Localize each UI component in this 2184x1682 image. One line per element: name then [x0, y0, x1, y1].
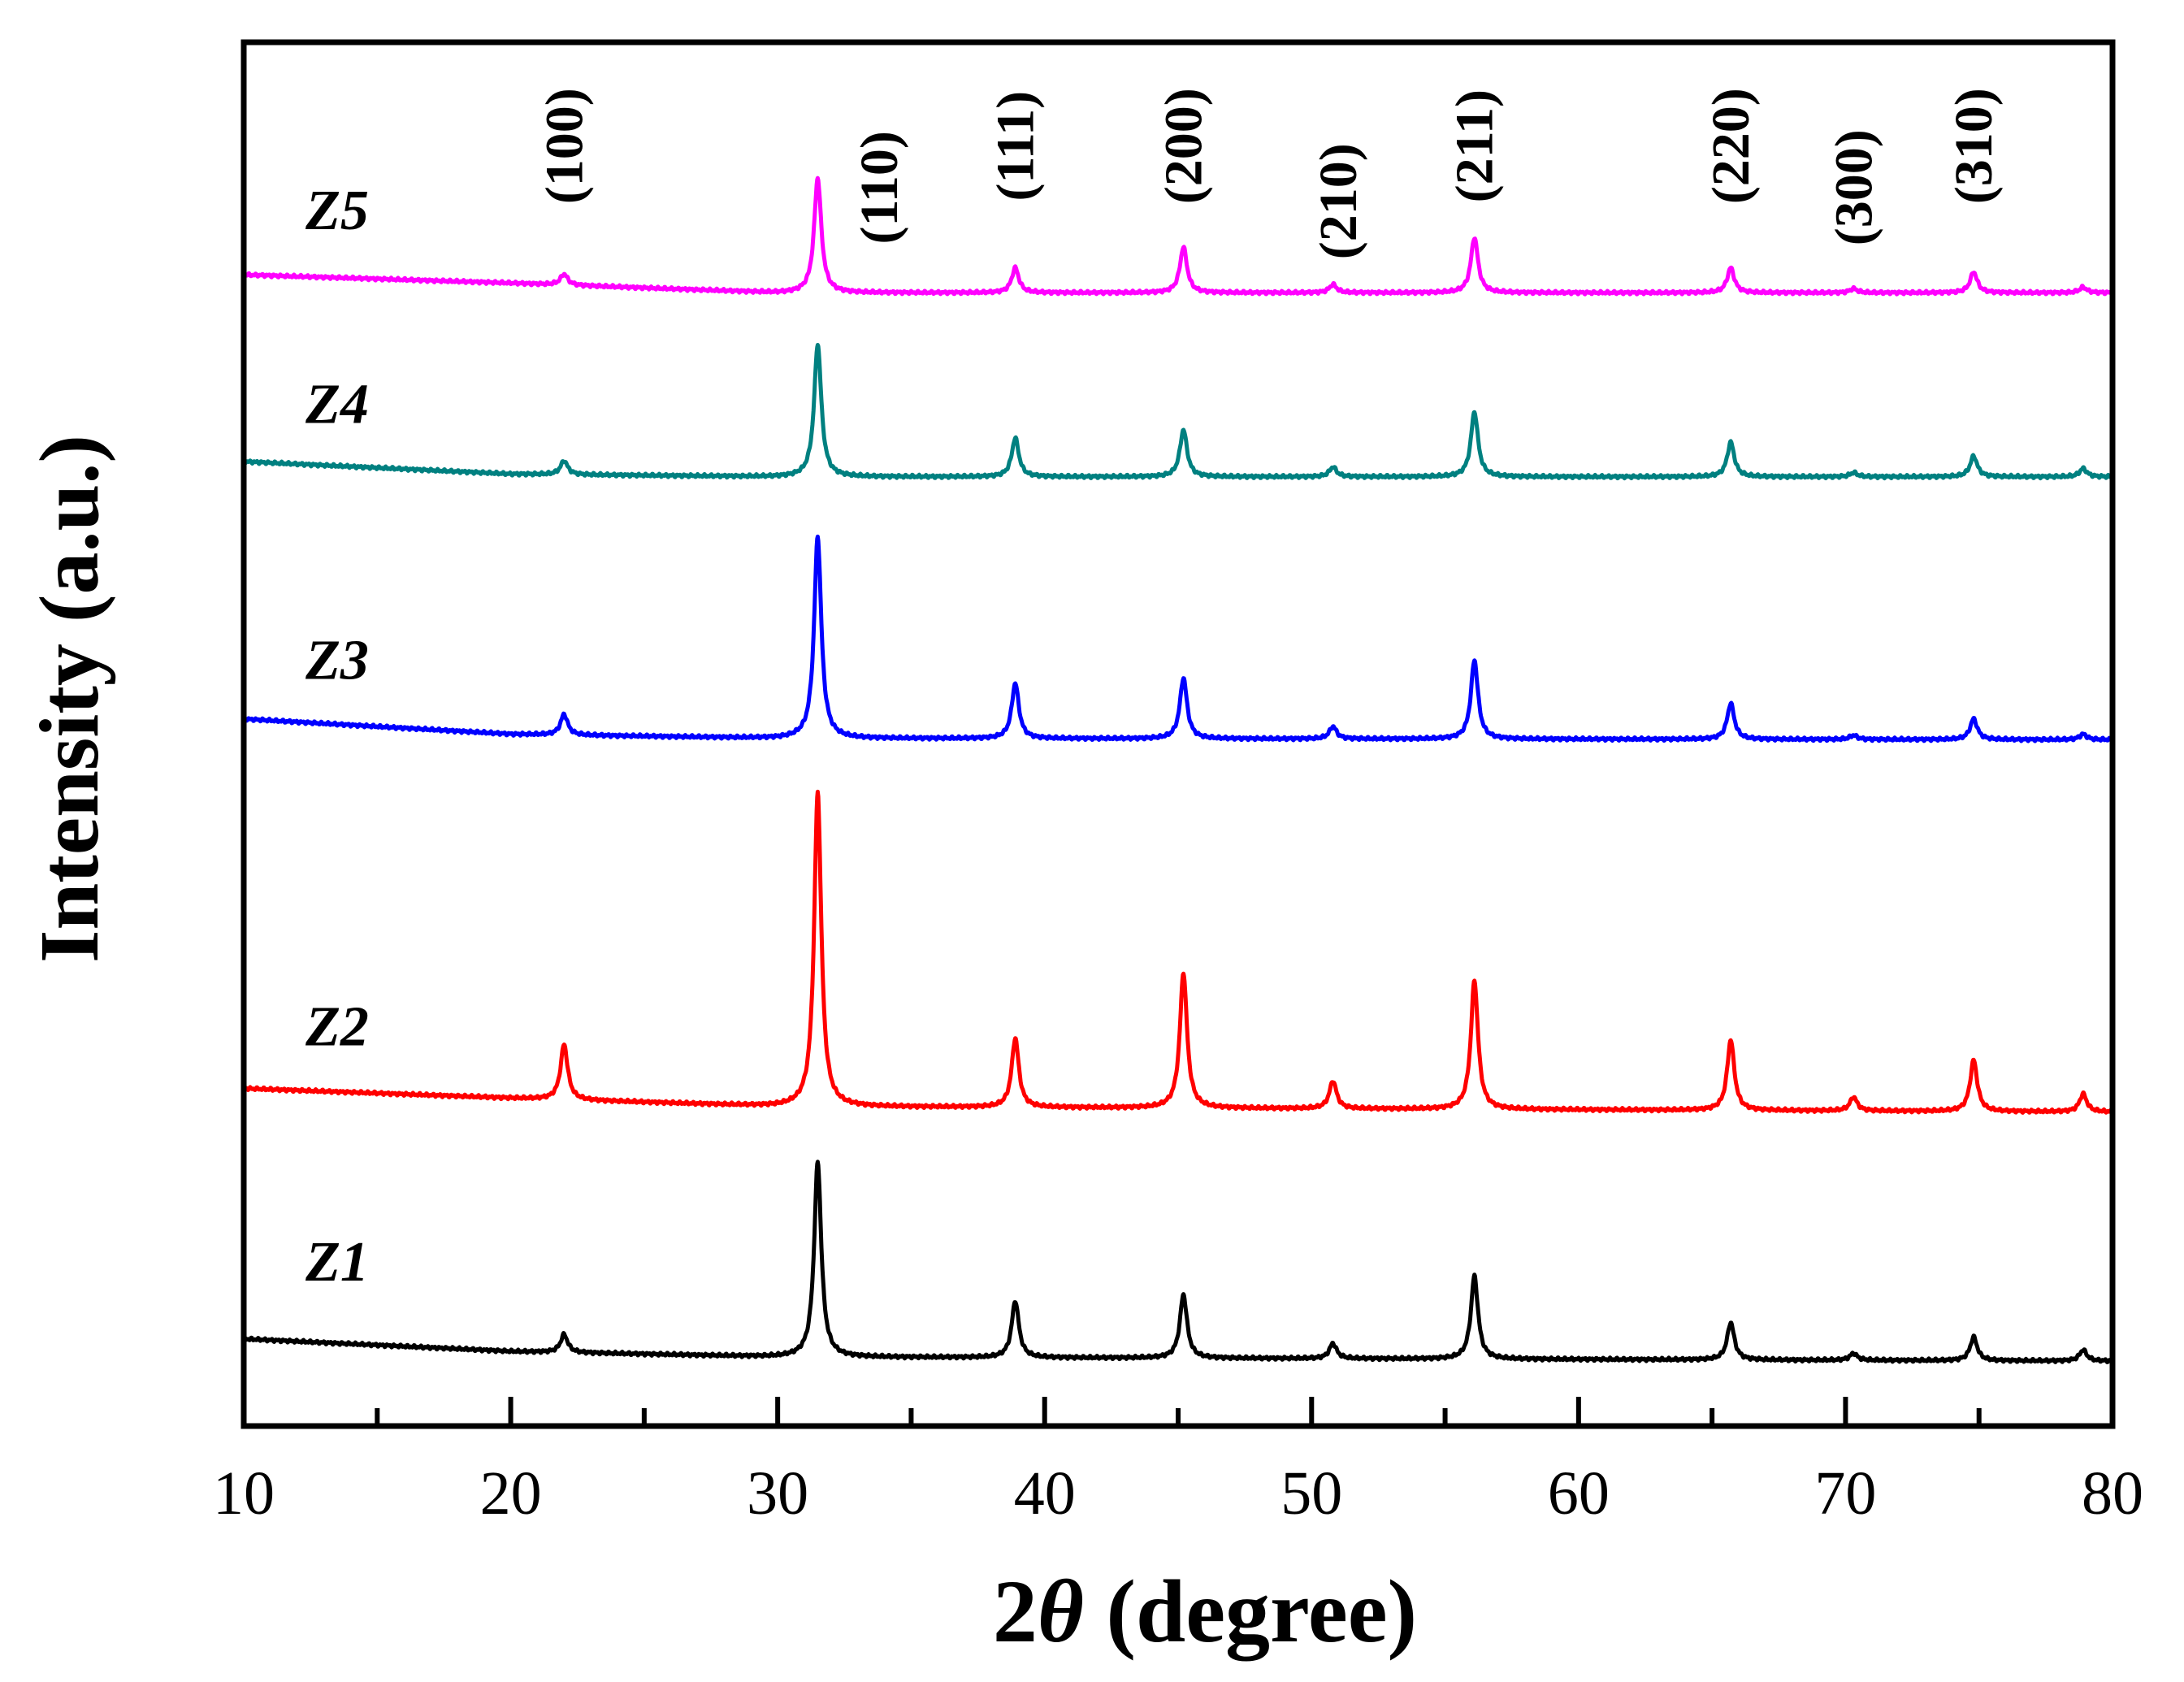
series-line-z1 — [241, 1160, 2114, 1364]
series-label-z2: Z2 — [305, 996, 369, 1059]
peak-label: (300) — [1824, 129, 1883, 245]
series-label-z3: Z3 — [305, 629, 369, 691]
x-tick-label: 10 — [213, 1459, 275, 1528]
series-line-z3 — [242, 534, 2114, 743]
x-tick-label: 50 — [1280, 1459, 1342, 1528]
peak-label: (100) — [535, 88, 594, 204]
peak-label: (220) — [1701, 88, 1761, 204]
series-label-z1: Z1 — [305, 1231, 369, 1294]
peak-label: (111) — [986, 91, 1046, 202]
x-axis-title-symbol: θ — [1038, 1562, 1084, 1661]
series-label-z5: Z5 — [305, 180, 369, 242]
peak-label: (211) — [1445, 89, 1505, 202]
series-label-z4: Z4 — [305, 373, 369, 436]
series-line-z2 — [242, 789, 2115, 1115]
peak-label: (110) — [850, 131, 909, 244]
series-line-z5 — [242, 176, 2115, 297]
x-tick-label: 60 — [1548, 1459, 1610, 1528]
x-tick-label: 20 — [480, 1459, 542, 1528]
x-axis-title: 2θ (degree) — [993, 1562, 1417, 1661]
peak-label: (210) — [1309, 143, 1368, 259]
x-tick-label: 30 — [747, 1459, 808, 1528]
series-layer — [241, 176, 2115, 1364]
x-tick-label: 70 — [1814, 1459, 1876, 1528]
tick-layer: 10 20 30 40 50 60 70 80 — [213, 1397, 2143, 1528]
x-axis-title-prefix: 2 — [993, 1562, 1038, 1661]
peak-label: (310) — [1944, 88, 2004, 204]
y-axis-title: Intensity (a.u.) — [23, 435, 116, 963]
series-line-z4 — [241, 343, 2114, 481]
x-axis-title-suffix: (degree) — [1084, 1562, 1417, 1661]
x-tick-label: 80 — [2082, 1459, 2143, 1528]
peak-label: (200) — [1155, 88, 1214, 204]
label-layer: Z1 Z2 Z3 Z4 Z5 (100) (110) (111) (200) (210) (211)… — [305, 88, 2004, 1294]
x-tick-label: 40 — [1014, 1459, 1076, 1528]
